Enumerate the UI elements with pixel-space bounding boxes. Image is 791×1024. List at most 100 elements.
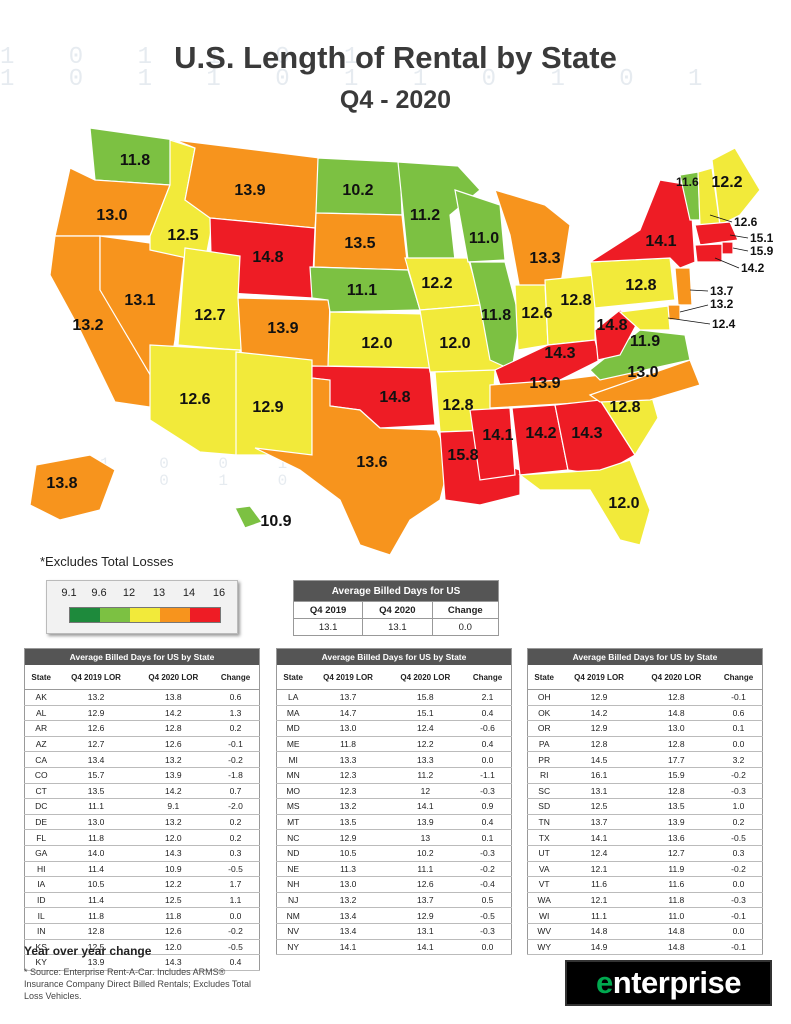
table-cell: 10.2 — [386, 845, 464, 862]
table-row: PA 12.8 12.8 0.0 — [527, 736, 763, 753]
table-cell: -0.2 — [714, 767, 763, 784]
table-cell: 14.0 — [57, 845, 135, 862]
legend-ticks: 9.1 9.6 12 13 14 16 — [61, 587, 231, 601]
table-cell: -0.2 — [463, 861, 512, 878]
table-cell: 0.6 — [211, 689, 260, 706]
state-table-header: Q4 2020 LOR — [134, 665, 212, 690]
table-cell: AL — [24, 705, 58, 722]
state-ny — [587, 179, 696, 269]
table-cell: -0.3 — [463, 783, 512, 800]
table-cell: 0.0 — [463, 751, 512, 768]
table-cell: 15.9 — [637, 767, 715, 784]
table-cell: OH — [527, 689, 561, 706]
table-cell: 12.7 — [637, 845, 715, 862]
table-row: CO 15.7 13.9 -1.8 — [24, 767, 260, 784]
table-cell: 11.0 — [637, 907, 715, 924]
table-cell: -0.3 — [714, 892, 763, 909]
table-cell: 14.8 — [637, 939, 715, 956]
state-value-ma: 15.1 — [750, 231, 774, 245]
state-value-nh: 12.6 — [734, 215, 758, 229]
state-value-tn: 13.9 — [529, 375, 560, 392]
table-cell: 13.3 — [309, 751, 387, 768]
table-cell: 11.1 — [386, 861, 464, 878]
table-cell: 13.8 — [134, 689, 212, 706]
legend-tick: 13 — [152, 587, 166, 599]
table-row: PR 14.5 17.7 3.2 — [527, 751, 763, 768]
table-cell: 13.9 — [134, 767, 212, 784]
binary-deco-2: 1 0 1 1 0 1 1 0 1 0 1 — [0, 66, 723, 93]
state-value-wv: 14.8 — [596, 317, 627, 334]
table-cell: 0.3 — [714, 845, 763, 862]
state-value-de: 13.2 — [710, 297, 734, 311]
table-row: VT 11.6 11.6 0.0 — [527, 876, 763, 893]
table-row: NC 12.9 13 0.1 — [276, 829, 512, 846]
state-table-title: Average Billed Days for US by State — [24, 648, 260, 665]
state-table-header: Q4 2019 LOR — [309, 665, 387, 690]
table-cell: -0.3 — [463, 845, 512, 862]
table-row: OR 12.9 13.0 0.1 — [527, 720, 763, 737]
table-cell: -0.2 — [211, 751, 260, 768]
table-cell: -0.2 — [211, 923, 260, 940]
state-ms — [469, 407, 516, 481]
table-cell: 13.0 — [57, 814, 135, 831]
leader-line-ma — [729, 234, 749, 239]
table-cell: 13.3 — [386, 751, 464, 768]
table-cell: 13.7 — [560, 814, 638, 831]
table-cell: 12.9 — [386, 907, 464, 924]
page-title: U.S. Length of Rental by State — [174, 40, 617, 75]
table-row: AL 12.9 14.2 1.3 — [24, 705, 260, 722]
table-cell: WA — [527, 892, 561, 909]
table-cell: 12.6 — [134, 923, 212, 940]
table-cell: 0.7 — [211, 783, 260, 800]
state-value-me: 12.2 — [711, 174, 742, 191]
state-value-nm: 12.9 — [252, 399, 283, 416]
table-cell: 13.0 — [309, 720, 387, 737]
table-cell: 14.2 — [134, 705, 212, 722]
summary-q4-2020: 13.1 — [362, 618, 433, 636]
table-cell: 10.9 — [134, 861, 212, 878]
table-cell: HI — [24, 861, 58, 878]
table-row: VA 12.1 11.9 -0.2 — [527, 861, 763, 878]
table-cell: NC — [276, 829, 310, 846]
table-cell: 1.3 — [211, 705, 260, 722]
table-cell: 12.1 — [560, 892, 638, 909]
table-cell: OK — [527, 705, 561, 722]
state-value-ne: 11.1 — [347, 282, 377, 299]
table-cell: 14.2 — [560, 705, 638, 722]
table-row: IN 12.8 12.6 -0.2 — [24, 923, 260, 940]
state-value-ri: 15.9 — [750, 244, 774, 258]
summary-header-change: Change — [431, 601, 499, 619]
table-cell: 11.8 — [134, 907, 212, 924]
table-cell: MS — [276, 798, 310, 815]
table-cell: MI — [276, 751, 310, 768]
state-table-3: Average Billed Days for US by State State… — [527, 648, 763, 956]
table-cell: 11.6 — [560, 876, 638, 893]
state-hi — [234, 505, 263, 529]
state-value-ms: 14.1 — [482, 427, 513, 444]
state-table-header: State — [276, 665, 310, 690]
state-table-header: State — [527, 665, 561, 690]
table-cell: 12.0 — [134, 939, 212, 956]
legend-tick: 9.1 — [61, 587, 77, 599]
table-cell: 0.3 — [211, 845, 260, 862]
table-cell: LA — [276, 689, 310, 706]
table-cell: 0.0 — [714, 736, 763, 753]
table-cell: PA — [527, 736, 561, 753]
table-cell: 12 — [386, 783, 464, 800]
table-cell: -2.0 — [211, 798, 260, 815]
state-value-ky: 14.3 — [544, 345, 575, 362]
legend-swatch — [190, 608, 220, 622]
table-cell: IA — [24, 876, 58, 893]
table-cell: CA — [24, 751, 58, 768]
state-value-oh: 12.8 — [560, 292, 591, 309]
state-table-header: Q4 2020 LOR — [386, 665, 464, 690]
state-value-wa: 11.8 — [120, 152, 150, 169]
legend-tick: 12 — [122, 587, 136, 599]
table-row: WA 12.1 11.8 -0.3 — [527, 892, 763, 909]
state-table-header: State — [24, 665, 58, 690]
table-cell: 12.7 — [57, 736, 135, 753]
table-cell: 13.5 — [637, 798, 715, 815]
table-cell: 14.1 — [386, 798, 464, 815]
summary-title: Average Billed Days for US — [293, 580, 499, 602]
state-table-header: Q4 2019 LOR — [57, 665, 135, 690]
